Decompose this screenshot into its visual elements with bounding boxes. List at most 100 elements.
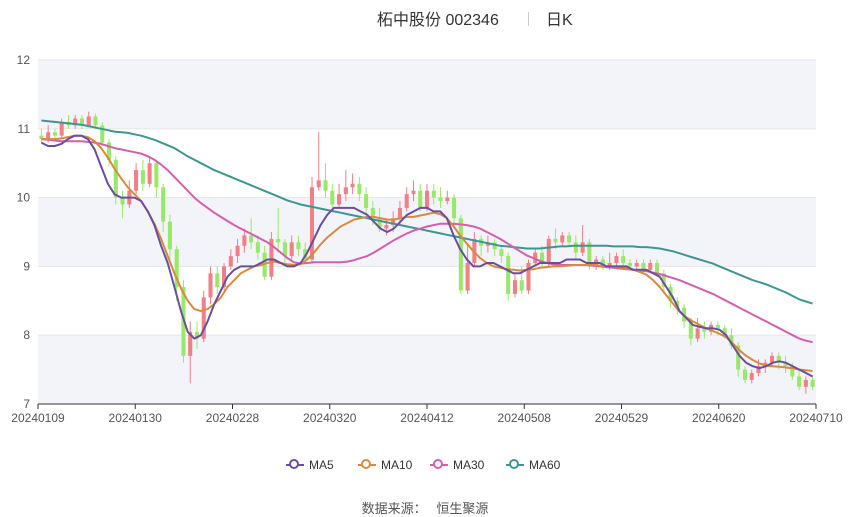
candle (289, 235, 294, 260)
candle-body (397, 207, 402, 219)
x-tick-label: 20240228 (206, 411, 260, 425)
candle-body (228, 256, 233, 267)
candle (215, 266, 220, 294)
candle-body (641, 262, 646, 270)
candle (634, 259, 639, 270)
candle-body (100, 125, 105, 143)
candle-body (343, 187, 348, 195)
candle-body (452, 197, 457, 219)
candle (140, 159, 145, 191)
candle (465, 245, 470, 294)
candle-body (776, 355, 781, 363)
candle (343, 170, 348, 202)
y-tick-label: 11 (18, 122, 31, 136)
candle-body (783, 362, 788, 367)
ma30-line (41, 138, 813, 344)
candle-body (742, 369, 747, 380)
candle-body (526, 262, 531, 291)
chart-period-label: 日K (546, 12, 573, 29)
candle-body (330, 190, 335, 205)
legend-item-ma30[interactable]: MA30 (430, 458, 484, 472)
candle-body (208, 273, 213, 298)
x-tick-label: 20240412 (400, 411, 454, 425)
candle (567, 232, 572, 246)
legend-label-ma60: MA60 (529, 458, 561, 472)
y-axis: 7 8 9 10 11 12 (17, 53, 31, 411)
candle-body (337, 194, 342, 205)
y-tick-label: 7 (23, 397, 30, 411)
candle (228, 249, 233, 270)
candle (309, 176, 315, 263)
candle-body (194, 331, 200, 339)
candle (357, 176, 362, 202)
candle-body (222, 266, 227, 288)
candle (86, 111, 91, 128)
title-separator (528, 12, 529, 26)
candle (323, 163, 328, 198)
legend-item-ma5[interactable]: MA5 (286, 458, 334, 472)
x-tick-label: 20240508 (498, 411, 552, 425)
candle-body (134, 170, 139, 191)
candle (100, 121, 105, 146)
candle (167, 214, 172, 260)
candle (59, 118, 64, 138)
candle-body (364, 194, 369, 208)
chart-bands (38, 60, 816, 404)
candle (52, 128, 57, 140)
candle (73, 115, 78, 129)
candle (702, 321, 707, 339)
candle (499, 245, 504, 263)
candle-body (174, 249, 179, 288)
candle (797, 369, 802, 391)
candle-body (506, 256, 511, 294)
legend-item-ma60[interactable]: MA60 (506, 458, 560, 472)
candle (783, 355, 788, 374)
candle-body (465, 262, 470, 291)
candle-body (695, 328, 700, 339)
legend-marker-ma30 (430, 459, 448, 469)
candle-body (424, 190, 430, 208)
candle (458, 214, 463, 294)
candle-body (648, 262, 653, 270)
candle-body (539, 252, 545, 263)
candle-body (600, 259, 605, 267)
candle (803, 376, 808, 394)
candle (127, 180, 132, 208)
candle-body (722, 328, 727, 336)
candle (120, 190, 125, 219)
candle-body (560, 235, 565, 243)
candle (418, 183, 423, 212)
candle-body (546, 238, 551, 263)
candle-body (52, 132, 57, 136)
candle-body (377, 218, 382, 229)
candle (242, 228, 247, 253)
candle (546, 235, 551, 267)
candle-body (715, 324, 720, 329)
legend-label-ma10: MA10 (381, 458, 413, 472)
ma60-line (41, 119, 813, 305)
candle-body (242, 235, 247, 246)
candle (201, 290, 206, 343)
candle (580, 225, 585, 257)
data-source-value: 恒生聚源 (436, 501, 489, 516)
candle-body (702, 328, 707, 332)
candle (282, 238, 287, 263)
legend-marker-ma60 (506, 459, 524, 469)
ma5-line (40, 134, 814, 378)
legend-item-ma10[interactable]: MA10 (358, 458, 412, 472)
candle (39, 128, 44, 143)
candle-body (140, 170, 145, 184)
legend-marker-ma5 (286, 459, 304, 469)
candle-body (161, 187, 166, 222)
candle-body (418, 190, 423, 208)
candle (113, 156, 118, 205)
candle-body (215, 273, 220, 288)
candle (255, 235, 260, 260)
candle-body (188, 331, 193, 356)
candle (350, 173, 355, 195)
candle (695, 318, 700, 343)
candle-body (235, 245, 240, 257)
x-tick-label: 20240130 (109, 411, 163, 425)
candle (438, 187, 443, 208)
